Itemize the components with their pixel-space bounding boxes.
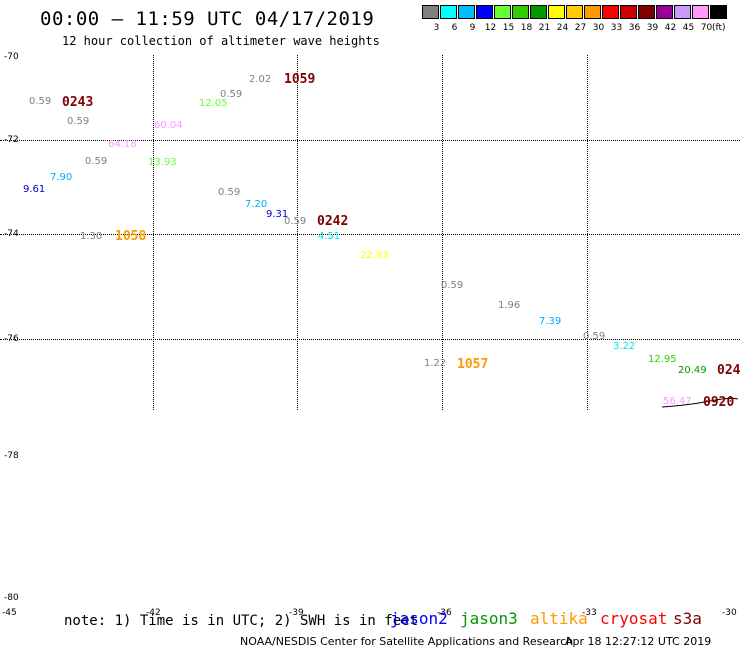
satellite-track-line <box>661 397 739 408</box>
wave-height-label: 0.59 <box>218 187 241 198</box>
wave-height-label: 3.22 <box>613 341 636 352</box>
wave-height-label: 0.59 <box>441 280 464 291</box>
pass-time-label: 1059 <box>284 72 316 87</box>
lat-label: -72 <box>4 135 19 145</box>
wave-height-label: 7.39 <box>539 316 562 327</box>
legend-swatch <box>674 5 691 19</box>
wave-height-label: 12.05 <box>199 98 228 109</box>
legend-altika: altika <box>530 609 588 628</box>
legend-level: 18 <box>520 23 533 33</box>
wave-height-label: 4.51 <box>318 231 341 242</box>
legend-swatch <box>494 5 511 19</box>
legend-cryosat: cryosat <box>600 609 668 628</box>
legend-swatch <box>638 5 655 19</box>
wave-height-label: 7.90 <box>50 172 73 183</box>
wave-height-label: 1.96 <box>498 300 521 311</box>
legend-swatch <box>710 5 727 19</box>
grid-line-horizontal <box>0 140 740 141</box>
legend-s3a: s3a <box>673 609 702 628</box>
legend-level: 15 <box>502 23 515 33</box>
legend-swatch <box>512 5 529 19</box>
grid-line-vertical <box>153 55 154 410</box>
pass-time-label: 024 <box>717 363 740 378</box>
wave-height-label: 1.22 <box>424 358 447 369</box>
legend-level: 24 <box>556 23 569 33</box>
wave-height-label: 56.47 <box>663 396 692 407</box>
wave-height-label: 2.02 <box>249 74 272 85</box>
lat-label: -74 <box>4 229 19 239</box>
legend-swatch <box>602 5 619 19</box>
generated-date: Apr 18 12:27:12 UTC 2019 <box>565 635 712 648</box>
legend-swatch <box>530 5 547 19</box>
lat-label: -70 <box>4 52 19 62</box>
legend-level: 45 <box>682 23 695 33</box>
wave-height-label: 12.95 <box>648 354 677 365</box>
lat-label: -78 <box>4 451 19 461</box>
grid-line-horizontal <box>0 234 740 235</box>
legend-level: 3 <box>433 23 440 33</box>
lon-label: -45 <box>2 608 17 618</box>
lat-label: -76 <box>4 334 19 344</box>
wave-height-label: 0.59 <box>284 216 307 227</box>
legend-swatch <box>476 5 493 19</box>
legend-jason2: jason2 <box>390 609 448 628</box>
legend-swatch <box>548 5 565 19</box>
legend-swatch <box>584 5 601 19</box>
grid-line-vertical <box>587 55 588 410</box>
legend-swatch <box>692 5 709 19</box>
wave-height-label: 0.59 <box>85 156 108 167</box>
grid-line-horizontal <box>0 339 740 340</box>
legend-swatch <box>656 5 673 19</box>
wave-height-label: 64.18 <box>108 139 137 150</box>
lon-label: -39 <box>289 608 304 618</box>
legend-jason3: jason3 <box>460 609 518 628</box>
map-subtitle: 12 hour collection of altimeter wave hei… <box>62 34 380 48</box>
legend-level: 12 <box>484 23 497 33</box>
wave-height-label: 9.61 <box>23 184 46 195</box>
credit-line: NOAA/NESDIS Center for Satellite Applica… <box>240 635 574 648</box>
legend-level: 33 <box>610 23 623 33</box>
grid-line-vertical <box>297 55 298 410</box>
wave-height-label: 60.04 <box>154 120 183 131</box>
footer-note: note: 1) Time is in UTC; 2) SWH is in fe… <box>64 613 419 629</box>
legend-level: 30 <box>592 23 605 33</box>
legend-swatch <box>620 5 637 19</box>
legend-level: 21 <box>538 23 551 33</box>
wave-height-label: 9.31 <box>266 209 289 220</box>
legend-swatch <box>458 5 475 19</box>
lon-label: -30 <box>722 608 737 618</box>
legend-level: 9 <box>469 23 476 33</box>
wave-height-label: 22.93 <box>360 250 389 261</box>
legend-level: 36 <box>628 23 641 33</box>
map-title: 00:00 – 11:59 UTC 04/17/2019 <box>40 8 375 30</box>
wave-height-label: 0.59 <box>29 96 52 107</box>
wave-height-label: 0.59 <box>583 331 606 342</box>
wave-height-label: 7.20 <box>245 199 268 210</box>
legend-level: 39 <box>646 23 659 33</box>
pass-time-label: 0242 <box>317 214 349 229</box>
wave-height-label: 0.59 <box>67 116 90 127</box>
legend-level: 27 <box>574 23 587 33</box>
legend-unit: (ft) <box>712 23 726 33</box>
legend-level: 6 <box>451 23 458 33</box>
lat-label: -80 <box>4 593 19 603</box>
legend-level: 70 <box>700 23 713 33</box>
pass-time-label: 0243 <box>62 95 94 110</box>
pass-time-label: 1057 <box>457 357 489 372</box>
wave-height-label: 1.30 <box>80 231 103 242</box>
grid-line-vertical <box>442 55 443 410</box>
wave-height-label: 0.59 <box>220 89 243 100</box>
lon-label: -33 <box>582 608 597 618</box>
legend-swatch <box>440 5 457 19</box>
legend-level: 42 <box>664 23 677 33</box>
legend-swatch <box>422 5 439 19</box>
lon-label: -42 <box>146 608 161 618</box>
legend-swatch <box>566 5 583 19</box>
pass-time-label: 0920 <box>703 395 735 410</box>
wave-height-label: 13.93 <box>148 157 177 168</box>
wave-height-label: 20.49 <box>678 365 707 376</box>
lon-label: -36 <box>437 608 452 618</box>
pass-time-label: 1058 <box>115 229 147 244</box>
